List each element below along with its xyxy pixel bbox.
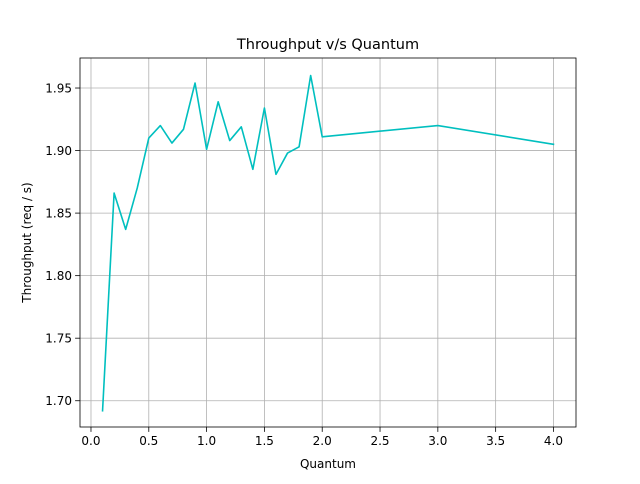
x-tick-label: 1.0 — [197, 434, 216, 448]
y-tick-label: 1.95 — [45, 81, 72, 95]
y-axis-label: Throughput (req / s) — [20, 182, 34, 303]
x-tick-label: 4.0 — [544, 434, 563, 448]
series-layer — [101, 74, 555, 412]
y-tick-label: 1.70 — [45, 394, 72, 408]
y-tick-label: 1.90 — [45, 144, 72, 158]
x-axis-label: Quantum — [300, 457, 356, 471]
x-tick-label: 2.0 — [313, 434, 332, 448]
y-tick-label: 1.80 — [45, 269, 72, 283]
x-tick-label: 0.5 — [139, 434, 158, 448]
x-axis: 0.0 0.5 1.0 1.5 2.0 2.5 3.0 3.5 4.0 — [81, 427, 563, 448]
x-tick-label: 3.5 — [486, 434, 505, 448]
grid — [80, 58, 576, 427]
plot-area — [80, 58, 576, 427]
y-tick-label: 1.85 — [45, 206, 72, 220]
y-tick-label: 1.75 — [45, 331, 72, 345]
x-tick-label: 0.0 — [81, 434, 100, 448]
x-tick-label: 1.5 — [255, 434, 274, 448]
y-axis: 1.70 1.75 1.80 1.85 1.90 1.95 — [45, 81, 80, 408]
chart-title: Throughput v/s Quantum — [236, 37, 419, 53]
series-line — [101, 74, 555, 412]
x-tick-label: 2.5 — [370, 434, 389, 448]
plot-frame — [79, 57, 577, 428]
x-tick-label: 3.0 — [428, 434, 447, 448]
